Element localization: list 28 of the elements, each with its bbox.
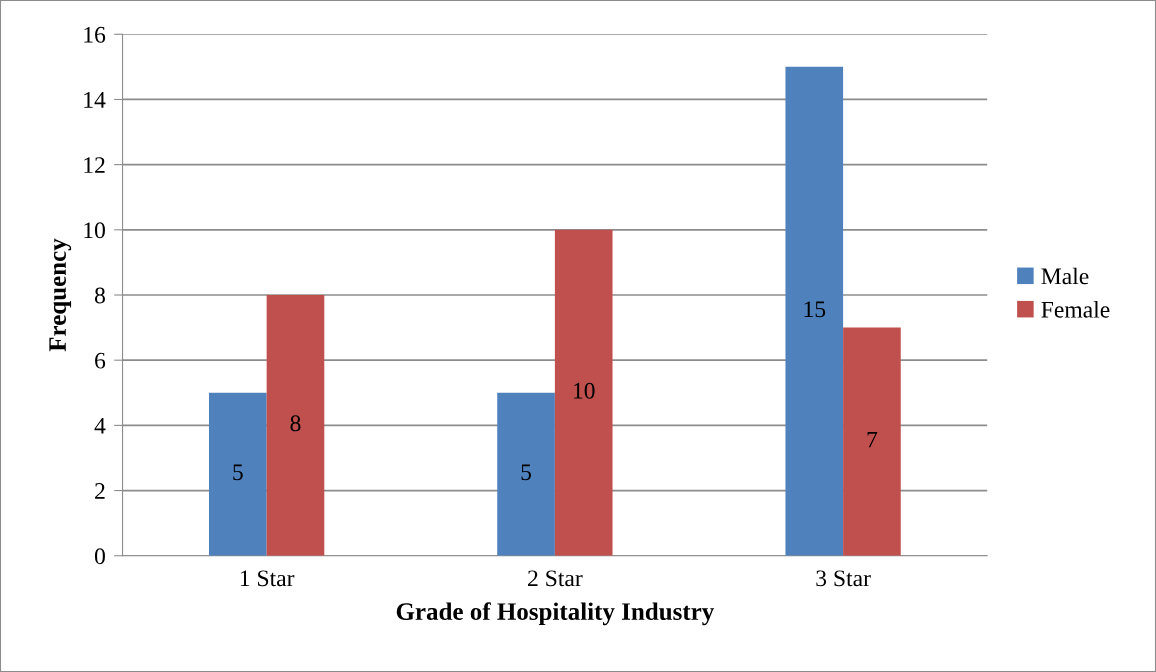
data-label: 5 — [521, 464, 532, 481]
y-tick-label: 16 — [84, 26, 106, 43]
data-label: 5 — [233, 464, 243, 481]
bar — [266, 295, 325, 556]
y-tick-label: 6 — [95, 352, 106, 369]
y-tick-label: 12 — [84, 157, 105, 173]
y-tick-label: 10 — [84, 222, 105, 239]
data-label: 7 — [867, 431, 878, 448]
legend-label: Male — [1041, 267, 1089, 285]
x-tick-label: 1 Star — [240, 570, 295, 587]
x-tick-label: 3 Star — [816, 570, 871, 587]
data-label: 10 — [573, 382, 595, 399]
legend-label: Female — [1041, 301, 1110, 318]
x-axis-title: Grade of Hospitality Industry — [396, 602, 715, 626]
y-tick-label: 8 — [94, 287, 105, 304]
bar — [554, 229, 613, 556]
data-label: 15 — [804, 301, 826, 318]
bar — [843, 327, 901, 556]
y-tick-label: 2 — [95, 483, 105, 499]
data-label: 8 — [290, 415, 301, 432]
bar — [785, 66, 844, 556]
y-axis-title: Frequency — [49, 238, 72, 352]
y-tick-label: 0 — [94, 548, 105, 565]
y-tick-label: 14 — [84, 92, 106, 108]
bar — [497, 392, 555, 556]
bar — [209, 392, 267, 556]
y-tick-label: 4 — [94, 418, 106, 434]
x-tick-label: 2 Star — [528, 570, 583, 587]
